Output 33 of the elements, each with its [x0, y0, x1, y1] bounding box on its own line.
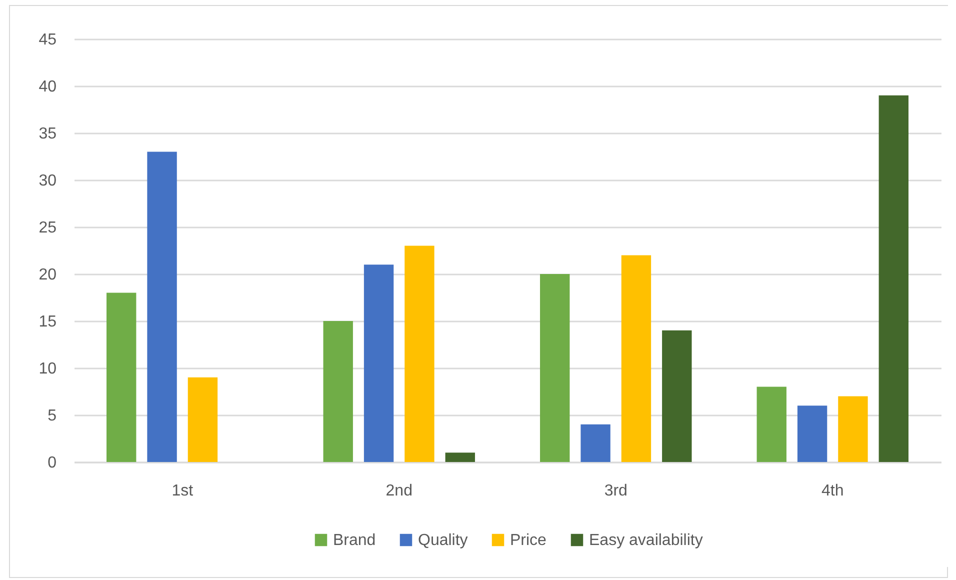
x-tick-label: 3rd	[604, 482, 628, 500]
bar	[147, 152, 177, 462]
x-tick-label: 2nd	[386, 482, 412, 500]
y-tick-label: 10	[38, 360, 57, 378]
bar	[404, 246, 434, 462]
y-tick-label: 45	[38, 32, 57, 48]
bar	[797, 406, 828, 462]
y-tick-label: 5	[48, 408, 57, 424]
bar	[540, 274, 570, 462]
bar	[188, 377, 218, 462]
y-tick-label: 30	[38, 172, 57, 190]
y-tick-label: 40	[38, 78, 57, 96]
bar	[878, 95, 908, 462]
y-tick-label: 25	[38, 220, 57, 236]
bar	[445, 452, 475, 462]
y-tick-label: 0	[48, 454, 57, 472]
x-tick-label: 4th	[822, 482, 844, 500]
y-tick-label: 35	[38, 126, 57, 142]
y-tick-label: 20	[38, 266, 57, 284]
legend-label: Price	[510, 532, 547, 549]
bar	[662, 330, 692, 462]
bar	[364, 264, 394, 462]
y-tick-label: 15	[38, 314, 57, 330]
bar	[621, 255, 652, 462]
legend-label: Brand	[333, 532, 376, 549]
bar	[580, 424, 610, 462]
bar	[106, 292, 136, 462]
bar	[756, 386, 786, 462]
legend-label: Easy availability	[589, 532, 703, 549]
bar	[838, 396, 868, 462]
x-tick-label: 1st	[172, 482, 194, 500]
legend-label: Quality	[418, 532, 468, 549]
bar	[323, 321, 353, 462]
